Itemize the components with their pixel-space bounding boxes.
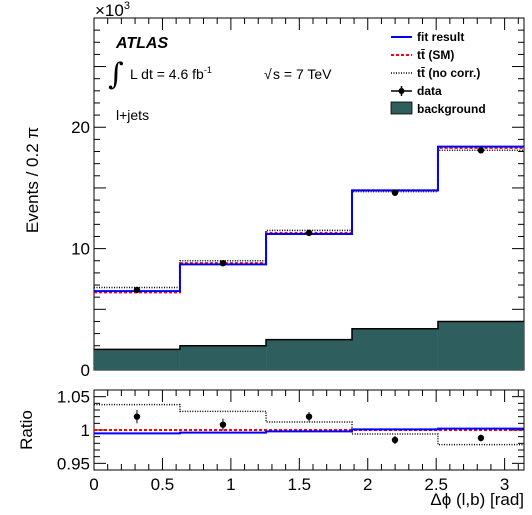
ratio-x-tick-label: 1 — [226, 475, 235, 494]
background-bar — [437, 321, 524, 370]
legend-nocorr-label: tt̄ (no corr.) — [417, 66, 480, 80]
main-series-step — [94, 145, 524, 293]
ratio-x-ticks: 0 0.5 1 1.5 2 2.5 3 — [89, 390, 519, 494]
main-series-step-dotted — [94, 149, 524, 289]
legend-data-marker — [398, 88, 405, 94]
legend-fit-label: fit result — [417, 30, 464, 44]
data-point — [133, 286, 141, 294]
ratio-y-axis-title: Ratio — [17, 410, 36, 450]
ratio-y-ticks: 0.95 1 1.05 — [57, 388, 524, 473]
main-y-tick-label: 20 — [71, 118, 90, 137]
main-y-tick-label: 10 — [71, 240, 90, 259]
ratio-data-point — [133, 413, 141, 420]
y-multiplier-exponent: 3 — [124, 0, 130, 12]
atlas-label: ATLAS — [115, 35, 168, 52]
ratio-y-tick-label: 0.95 — [57, 454, 90, 473]
background-bar — [179, 345, 267, 370]
ratio-series-lines — [94, 403, 524, 446]
main-panel: Events / 0.2 π ×103 0 10 20 ATLAS ∫ L dt =… — [23, 0, 525, 380]
legend-background-swatch — [390, 101, 413, 115]
data-point — [305, 229, 313, 237]
ratio-data-point — [391, 436, 399, 444]
ratio-data-point — [305, 413, 313, 420]
legend-background-label: background — [417, 102, 486, 116]
luminosity-label: L dt = 4.6 fb-1 — [130, 65, 212, 82]
ratio-y-tick-label: 1.05 — [57, 388, 90, 407]
ratio-series-step — [94, 427, 524, 435]
background-outline — [94, 320, 524, 351]
sqrt-symbol: √ — [264, 66, 272, 82]
x-axis-title: Δϕ (l,b) [rad] — [430, 490, 524, 509]
luminosity-exponent: -1 — [204, 65, 212, 75]
ratio-data-point — [477, 434, 485, 442]
ratio-data-points — [133, 410, 485, 444]
main-data-points — [133, 147, 485, 294]
data-point — [391, 189, 399, 196]
ratio-y-tick-label: 1 — [81, 421, 90, 440]
background-bar — [266, 339, 353, 370]
background-histogram — [94, 320, 524, 370]
channel-label: l+jets — [116, 107, 149, 123]
main-y-tick-label: 0 — [81, 361, 90, 380]
ratio-x-tick-label: 3 — [500, 475, 509, 494]
ratio-x-tick-label: 0.5 — [151, 475, 175, 494]
ratio-x-tick-label: 2.5 — [424, 475, 448, 494]
ratio-x-tick-label: 1.5 — [287, 475, 311, 494]
y-multiplier: ×103 — [95, 0, 130, 20]
ratio-panel: Ratio 0.95 1 1.05 0 0.5 1 1.5 2 2.5 3 Δϕ (l,b) [… — [17, 388, 525, 509]
ratio-x-tick-label: 0 — [89, 475, 98, 494]
data-point — [477, 147, 485, 154]
legend-sm-label: tt̄ (SM) — [417, 48, 454, 62]
energy-label: s = 7 TeV — [273, 66, 332, 82]
background-bar — [94, 349, 180, 370]
background-bar — [352, 328, 438, 370]
y-axis-title: Events / 0.2 π — [23, 127, 42, 233]
legend: fit result tt̄ (SM) tt̄ (no corr.) data … — [390, 30, 486, 116]
data-point — [219, 259, 227, 267]
ratio-data-point — [219, 421, 227, 428]
integral-symbol: ∫ — [108, 57, 124, 92]
ratio-series-step-dotted — [94, 403, 524, 446]
legend-data-label: data — [417, 84, 442, 98]
main-series-lines — [94, 145, 524, 294]
main-series-step-dashed — [94, 146, 524, 294]
ratio-x-tick-label: 2 — [363, 475, 372, 494]
